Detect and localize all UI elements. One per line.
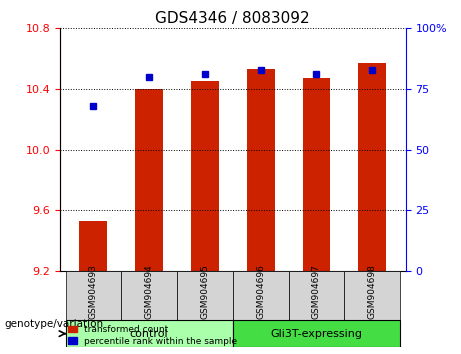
Bar [135, 89, 163, 271]
Bar [302, 78, 331, 271]
Title: GDS4346 / 8083092: GDS4346 / 8083092 [155, 11, 310, 26]
Bar [79, 221, 107, 271]
Text: control: control [130, 329, 168, 339]
FancyBboxPatch shape [344, 271, 400, 320]
FancyBboxPatch shape [233, 320, 400, 347]
FancyBboxPatch shape [177, 271, 233, 320]
FancyBboxPatch shape [233, 271, 289, 320]
Text: genotype/variation: genotype/variation [5, 319, 104, 329]
Text: GSM904698: GSM904698 [368, 264, 377, 319]
Bar [358, 63, 386, 271]
Text: Gli3T-expressing: Gli3T-expressing [271, 329, 362, 339]
Bar [191, 81, 219, 271]
FancyBboxPatch shape [289, 271, 344, 320]
FancyBboxPatch shape [121, 271, 177, 320]
Text: GSM904696: GSM904696 [256, 264, 265, 319]
Text: GSM904693: GSM904693 [89, 264, 98, 319]
FancyBboxPatch shape [65, 271, 121, 320]
Text: GSM904695: GSM904695 [201, 264, 209, 319]
Legend: transformed count, percentile rank within the sample: transformed count, percentile rank withi… [65, 321, 241, 349]
Text: GSM904697: GSM904697 [312, 264, 321, 319]
Text: GSM904694: GSM904694 [145, 264, 154, 319]
Bar [247, 69, 275, 271]
FancyBboxPatch shape [65, 320, 233, 347]
